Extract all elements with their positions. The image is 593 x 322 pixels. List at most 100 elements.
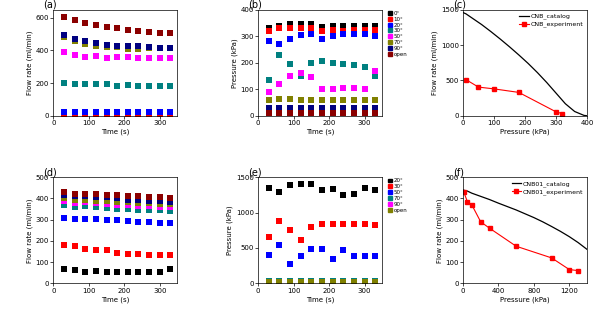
Point bbox=[328, 279, 337, 284]
Point bbox=[165, 220, 175, 225]
Point bbox=[113, 217, 122, 222]
CNB01_catalog bbox=[530, 216, 537, 220]
Point bbox=[307, 279, 316, 285]
Point bbox=[264, 235, 273, 240]
Point bbox=[123, 112, 133, 118]
Point bbox=[317, 110, 327, 115]
Point bbox=[307, 279, 316, 284]
Point bbox=[134, 269, 144, 274]
Point bbox=[165, 196, 175, 201]
Point bbox=[113, 111, 122, 117]
X-axis label: Time (s): Time (s) bbox=[306, 129, 334, 135]
Point bbox=[275, 279, 284, 284]
Point bbox=[349, 110, 359, 115]
Point bbox=[264, 97, 273, 102]
Point bbox=[296, 254, 305, 259]
Point bbox=[264, 28, 273, 33]
Point bbox=[59, 190, 69, 195]
Point bbox=[371, 33, 380, 39]
Point bbox=[155, 204, 164, 210]
Point bbox=[307, 279, 316, 284]
Point bbox=[360, 97, 369, 102]
Point bbox=[113, 193, 122, 198]
CNB01_catalog bbox=[468, 191, 476, 195]
Point bbox=[91, 200, 101, 205]
Point bbox=[113, 202, 122, 207]
CNB_catalog bbox=[478, 23, 485, 26]
Point bbox=[264, 110, 273, 115]
Point bbox=[360, 23, 369, 28]
Point bbox=[371, 222, 380, 227]
CNB01_experiment bbox=[512, 244, 519, 248]
Point bbox=[371, 254, 380, 259]
Legend: CNB_catalog, CNB_experiment: CNB_catalog, CNB_experiment bbox=[517, 11, 586, 30]
Point bbox=[155, 252, 164, 257]
Point bbox=[144, 83, 154, 88]
Point bbox=[144, 111, 154, 117]
Point bbox=[307, 182, 316, 187]
Point bbox=[144, 55, 154, 61]
Point bbox=[317, 28, 327, 33]
CNB01_experiment bbox=[477, 220, 484, 224]
Line: CNB01_catalog: CNB01_catalog bbox=[463, 190, 587, 250]
Point bbox=[91, 110, 101, 115]
Point bbox=[317, 105, 327, 110]
Point bbox=[70, 112, 79, 118]
Point bbox=[134, 44, 144, 49]
Point bbox=[371, 279, 380, 285]
Point bbox=[371, 279, 380, 284]
Point bbox=[70, 110, 79, 115]
Point bbox=[113, 83, 122, 88]
Point bbox=[296, 71, 305, 76]
Point bbox=[70, 81, 79, 87]
Point bbox=[144, 110, 154, 115]
CNB_catalog bbox=[571, 109, 578, 113]
Point bbox=[317, 279, 327, 284]
Point bbox=[134, 83, 144, 88]
Point bbox=[371, 187, 380, 193]
Point bbox=[296, 110, 305, 115]
Point bbox=[102, 217, 111, 222]
Point bbox=[371, 279, 380, 284]
Point bbox=[81, 269, 90, 274]
Point bbox=[360, 27, 369, 32]
CNB01_catalog bbox=[557, 230, 564, 233]
Point bbox=[264, 253, 273, 258]
Point bbox=[123, 46, 133, 52]
Point bbox=[360, 185, 369, 190]
Point bbox=[296, 279, 305, 285]
Point bbox=[165, 45, 175, 51]
Point bbox=[165, 252, 175, 257]
Point bbox=[165, 31, 175, 36]
CNB_experiment bbox=[475, 85, 482, 89]
Point bbox=[165, 209, 175, 214]
Point bbox=[81, 54, 90, 60]
Point bbox=[91, 41, 101, 46]
Point bbox=[317, 279, 327, 284]
Point bbox=[360, 279, 369, 284]
Point bbox=[81, 247, 90, 252]
Point bbox=[91, 216, 101, 221]
Point bbox=[349, 97, 359, 102]
Point bbox=[81, 111, 90, 117]
Point bbox=[81, 216, 90, 221]
Legend: 0°, 10°, 20°, 30°, 50°, 70°, 90°, open: 0°, 10°, 20°, 30°, 50°, 70°, 90°, open bbox=[388, 10, 408, 57]
CNB_catalog bbox=[468, 16, 476, 20]
Point bbox=[134, 111, 144, 117]
CNB01_catalog bbox=[486, 198, 493, 202]
Point bbox=[165, 55, 175, 61]
Y-axis label: Pressure (kPa): Pressure (kPa) bbox=[227, 205, 233, 255]
Point bbox=[113, 112, 122, 118]
X-axis label: Pressure (kPa): Pressure (kPa) bbox=[500, 296, 550, 303]
CNB01_experiment bbox=[460, 190, 467, 194]
Point bbox=[91, 204, 101, 210]
CNB01_catalog bbox=[460, 188, 467, 192]
Point bbox=[144, 195, 154, 200]
Point bbox=[317, 59, 327, 64]
Point bbox=[264, 105, 273, 110]
Point bbox=[339, 105, 348, 110]
Point bbox=[70, 197, 79, 202]
Point bbox=[296, 105, 305, 110]
CNB01_catalog bbox=[575, 241, 582, 244]
Point bbox=[360, 253, 369, 258]
